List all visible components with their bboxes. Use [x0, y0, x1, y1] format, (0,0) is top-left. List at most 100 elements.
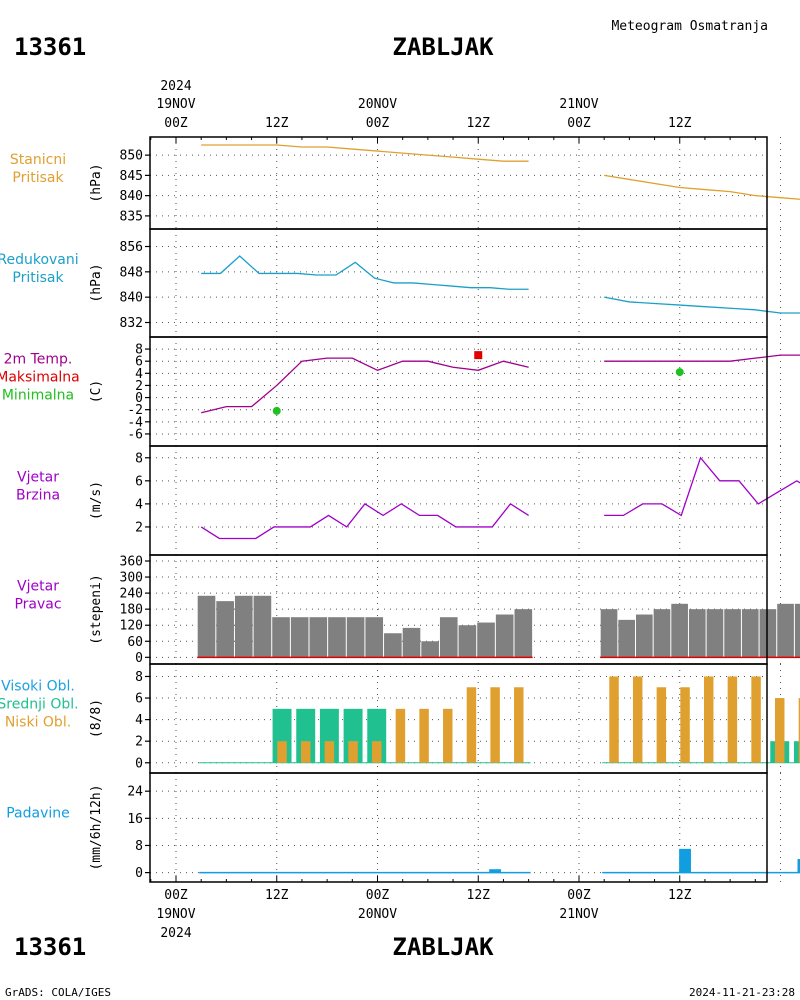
y-tick-label: 4 — [135, 497, 143, 512]
header-station-id: 13361 — [14, 33, 86, 61]
cloud-low-bar — [372, 741, 382, 763]
header-station-name: ZABLJAK — [392, 33, 494, 61]
panel-frame — [149, 136, 768, 230]
wind-direction-bar — [688, 609, 706, 658]
wind-direction-bar — [272, 617, 290, 658]
time-axis-top: 00Z 19NOV 2024 12Z 00Z 20NOV 12Z 00Z 21NOV 12Z — [150, 79, 756, 143]
y-tick-label: 0 — [135, 866, 143, 881]
precip-bar — [489, 869, 502, 873]
y-tick-label: 4 — [135, 713, 143, 728]
cloud-low-bar — [751, 676, 761, 763]
wind-direction-bar — [495, 614, 514, 658]
precip-bar — [797, 859, 800, 873]
y-tick-label: 8 — [135, 451, 143, 466]
time-label-hour: 12Z — [265, 888, 289, 903]
wind-direction-bar — [439, 617, 458, 658]
time-label-hour: 00Z — [567, 888, 591, 903]
panel-name-label: Brzina — [16, 488, 60, 504]
y-axis-unit: (C) — [89, 380, 104, 403]
wind-direction-bar — [328, 617, 346, 658]
cloud-low-bar — [680, 687, 690, 763]
wind-direction-bar — [290, 617, 309, 658]
y-tick-label: 24 — [127, 785, 143, 800]
wind-direction-bar — [741, 609, 759, 658]
y-axis-unit: (m/s) — [89, 481, 104, 520]
y-axis-unit: (mm/6h/12h) — [89, 784, 104, 870]
panel-name-label: Stanicni — [10, 152, 66, 168]
panel-name-label: Visoki Obl. — [1, 679, 75, 695]
y-tick-label: 0 — [135, 756, 143, 771]
panel-name-label: Padavine — [6, 806, 70, 822]
wind-direction-bar — [365, 617, 384, 658]
y-tick-label: 240 — [120, 587, 143, 602]
cloud-low-bar — [609, 676, 619, 763]
cloud-mid-bar — [793, 741, 800, 763]
wind-direction-bar — [794, 603, 800, 658]
wind-direction-bar — [309, 617, 328, 658]
y-tick-label: 840 — [120, 189, 143, 204]
time-label-hour: 00Z — [164, 888, 188, 903]
panel-cloud-cover: 0 2 4 6 8 (8/8) Visoki Obl. Srednji Obl. Niski O… — [0, 663, 800, 774]
wind-direction-bar — [514, 609, 533, 658]
time-label-hour: 12Z — [467, 116, 491, 131]
wind-direction-bar — [253, 595, 272, 658]
cloud-low-bar — [395, 708, 406, 763]
cloud-low-bar — [419, 708, 429, 763]
time-label-hour: 00Z — [366, 116, 390, 131]
y-axis-unit: (stepeni) — [89, 574, 104, 644]
y-tick-label: 832 — [120, 316, 143, 331]
y-tick-label: 856 — [120, 240, 143, 255]
panel-frame — [149, 228, 768, 338]
y-tick-label: 850 — [120, 149, 143, 164]
y-tick-label: 4 — [135, 367, 143, 382]
y-tick-label: 6 — [135, 474, 143, 489]
footer-station-name: ZABLJAK — [392, 933, 494, 961]
time-label-hour: 00Z — [567, 116, 591, 131]
cloud-low-bar — [775, 698, 785, 763]
y-tick-label: 8 — [135, 839, 143, 854]
time-label-hour: 00Z — [164, 116, 188, 131]
wind-direction-bar — [384, 633, 402, 658]
wind-direction-bar — [234, 595, 253, 658]
panel-reduced-pressure: 832 840 848 856 (hPa) Redukovani Pritisak — [0, 228, 800, 338]
y-tick-label: 2 — [135, 735, 143, 750]
time-label-hour: 12Z — [668, 888, 692, 903]
panel-wind-speed: 2 4 6 8 (m/s) Vjetar Brzina — [16, 445, 800, 556]
cloud-low-bar — [324, 741, 335, 763]
y-tick-label: 60 — [127, 635, 143, 650]
y-axis-unit: (hPa) — [89, 263, 104, 302]
max-temp-point — [474, 351, 483, 360]
cloud-low-bar — [466, 687, 477, 763]
series-line-wind-speed-1 — [604, 456, 800, 517]
time-label-hour: 12Z — [467, 888, 491, 903]
cloud-low-bar — [703, 676, 714, 763]
time-label-date: 21NOV — [559, 907, 598, 922]
footer-credit: GrADS: COLA/IGES — [5, 986, 111, 999]
wind-direction-bar — [600, 609, 618, 658]
wind-direction-bar — [759, 609, 777, 658]
wind-direction-bar — [477, 622, 495, 658]
y-tick-label: 848 — [120, 265, 143, 280]
wind-direction-bar — [671, 603, 688, 658]
wind-direction-bar — [421, 641, 439, 658]
cloud-low-bar — [300, 741, 311, 763]
wind-direction-bar — [346, 617, 365, 658]
series-line-temperature-1 — [604, 354, 800, 362]
y-axis-unit: (hPa) — [89, 163, 104, 202]
y-tick-label: -2 — [127, 403, 143, 418]
series-line-reduced-pressure-0 — [201, 255, 529, 290]
panel-frame — [149, 772, 768, 883]
time-label-date: 21NOV — [559, 97, 598, 112]
cloud-low-bar — [632, 676, 643, 763]
y-tick-label: 8 — [135, 343, 143, 358]
time-label-date: 20NOV — [358, 97, 397, 112]
y-tick-label: 840 — [120, 291, 143, 306]
wind-direction-bar — [777, 603, 794, 658]
time-label-hour: 12Z — [668, 116, 692, 131]
cloud-low-bar — [727, 676, 738, 763]
y-tick-label: 6 — [135, 355, 143, 370]
series-line-station-pressure-0 — [201, 144, 529, 162]
precip-bar — [679, 848, 691, 873]
